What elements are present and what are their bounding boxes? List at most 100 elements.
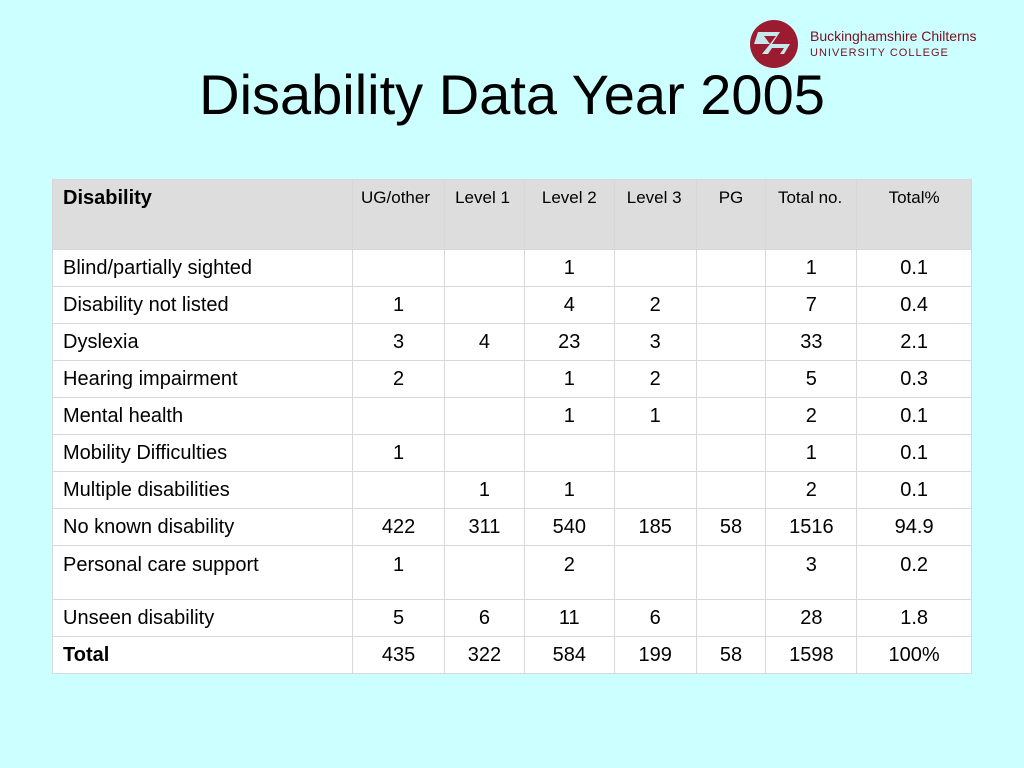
table-row: Total 435 322 584 199 58 1598 100% xyxy=(51,636,972,674)
table-cell: 2 xyxy=(613,286,697,324)
table-cell: 2.1 xyxy=(856,323,972,361)
table-cell: 4 xyxy=(523,286,615,324)
table-cell: 6 xyxy=(444,599,525,637)
table-cell: 11 xyxy=(523,599,615,637)
table-cell: 322 xyxy=(444,636,525,674)
table-row: Dyslexia 3 4 23 3 33 2.1 xyxy=(51,323,972,361)
table-cell: 2 xyxy=(765,471,858,509)
table-cell: 0.1 xyxy=(856,249,972,287)
table-row: Hearing impairment 2 1 2 5 0.3 xyxy=(51,360,972,398)
table-cell xyxy=(695,323,767,361)
table-cell xyxy=(695,249,767,287)
table-cell: 3 xyxy=(613,323,697,361)
table-header-row: Disability UG/other Level 1 Level 2 Leve… xyxy=(51,179,972,250)
table-cell: 1 xyxy=(352,286,446,324)
row-label: Multiple disabilities xyxy=(51,471,354,509)
table-cell: 1 xyxy=(352,545,446,600)
table-cell xyxy=(695,360,767,398)
logo: Buckinghamshire Chilterns UNIVERSITY COL… xyxy=(750,18,1000,70)
row-label: Total xyxy=(51,636,354,674)
table-cell: 5 xyxy=(765,360,858,398)
table-cell xyxy=(352,471,446,509)
table-cell: 1 xyxy=(523,397,615,435)
table-cell: 1 xyxy=(444,471,525,509)
table-row: Mental health 1 1 2 0.1 xyxy=(51,397,972,435)
row-label: Unseen disability xyxy=(51,599,354,637)
table-body: Blind/partially sighted 1 1 0.1 Disability n… xyxy=(51,249,972,674)
table-cell: 4 xyxy=(444,323,525,361)
table-cell xyxy=(695,471,767,509)
table-cell xyxy=(444,397,525,435)
table-cell xyxy=(613,545,697,600)
disability-table: Disability UG/other Level 1 Level 2 Leve… xyxy=(51,179,972,674)
table-row: Blind/partially sighted 1 1 0.1 xyxy=(51,249,972,287)
table-cell: 33 xyxy=(765,323,858,361)
column-header: Total no. xyxy=(765,179,858,250)
table-cell xyxy=(444,545,525,600)
table-cell: 58 xyxy=(695,508,767,546)
table-cell: 28 xyxy=(765,599,858,637)
table-cell: 94.9 xyxy=(856,508,972,546)
column-header: PG xyxy=(695,179,767,250)
table-cell xyxy=(444,360,525,398)
table-cell: 2 xyxy=(765,397,858,435)
table-cell: 0.1 xyxy=(856,471,972,509)
table-row: Multiple disabilities 1 1 2 0.1 xyxy=(51,471,972,509)
table-cell xyxy=(613,249,697,287)
table-cell xyxy=(444,434,525,472)
table-cell: 1 xyxy=(613,397,697,435)
table-cell: 100% xyxy=(856,636,972,674)
column-header: Level 1 xyxy=(444,179,525,250)
table-cell xyxy=(352,249,446,287)
table-cell: 1598 xyxy=(765,636,858,674)
row-label: Mental health xyxy=(51,397,354,435)
table-cell xyxy=(695,434,767,472)
table-cell: 0.1 xyxy=(856,397,972,435)
column-header: UG/other xyxy=(352,179,446,250)
table-row: Disability not listed 1 4 2 7 0.4 xyxy=(51,286,972,324)
table-cell xyxy=(352,397,446,435)
row-label: Personal care support xyxy=(51,545,354,600)
table-cell: 5 xyxy=(352,599,446,637)
table-cell xyxy=(523,434,615,472)
table-cell: 185 xyxy=(613,508,697,546)
table-row: No known disability 422 311 540 185 58 1516 94.… xyxy=(51,508,972,546)
row-label: Disability not listed xyxy=(51,286,354,324)
row-label: Dyslexia xyxy=(51,323,354,361)
table-cell: 1 xyxy=(523,360,615,398)
table-cell: 0.3 xyxy=(856,360,972,398)
table-cell xyxy=(695,599,767,637)
row-label: Mobility Difficulties xyxy=(51,434,354,472)
table-cell: 0.4 xyxy=(856,286,972,324)
table-cell: 3 xyxy=(352,323,446,361)
table-cell: 6 xyxy=(613,599,697,637)
row-label: No known disability xyxy=(51,508,354,546)
table-cell xyxy=(613,434,697,472)
table-cell: 540 xyxy=(523,508,615,546)
logo-line-2: UNIVERSITY COLLEGE xyxy=(810,47,949,59)
row-label: Hearing impairment xyxy=(51,360,354,398)
column-header: Disability xyxy=(51,179,354,250)
table-cell: 435 xyxy=(352,636,446,674)
table-cell xyxy=(695,397,767,435)
table-cell: 584 xyxy=(523,636,615,674)
table-cell: 58 xyxy=(695,636,767,674)
table-cell: 0.2 xyxy=(856,545,972,600)
page-title: Disability Data Year 2005 xyxy=(199,63,825,126)
table-cell: 7 xyxy=(765,286,858,324)
table-cell: 1.8 xyxy=(856,599,972,637)
table-cell: 1 xyxy=(352,434,446,472)
table-cell: 199 xyxy=(613,636,697,674)
table-cell: 1 xyxy=(765,434,858,472)
table-cell: 1 xyxy=(523,249,615,287)
logo-line-1: Buckinghamshire Chilterns xyxy=(810,28,977,44)
table-row: Mobility Difficulties 1 1 0.1 xyxy=(51,434,972,472)
table-cell xyxy=(695,545,767,600)
table-cell: 3 xyxy=(765,545,858,600)
table-cell: 1 xyxy=(523,471,615,509)
table-row: Personal care support 1 2 3 0.2 xyxy=(51,545,972,600)
column-header: Level 3 xyxy=(613,179,697,250)
row-label: Blind/partially sighted xyxy=(51,249,354,287)
university-logo-icon xyxy=(750,20,798,68)
table-cell: 2 xyxy=(523,545,615,600)
